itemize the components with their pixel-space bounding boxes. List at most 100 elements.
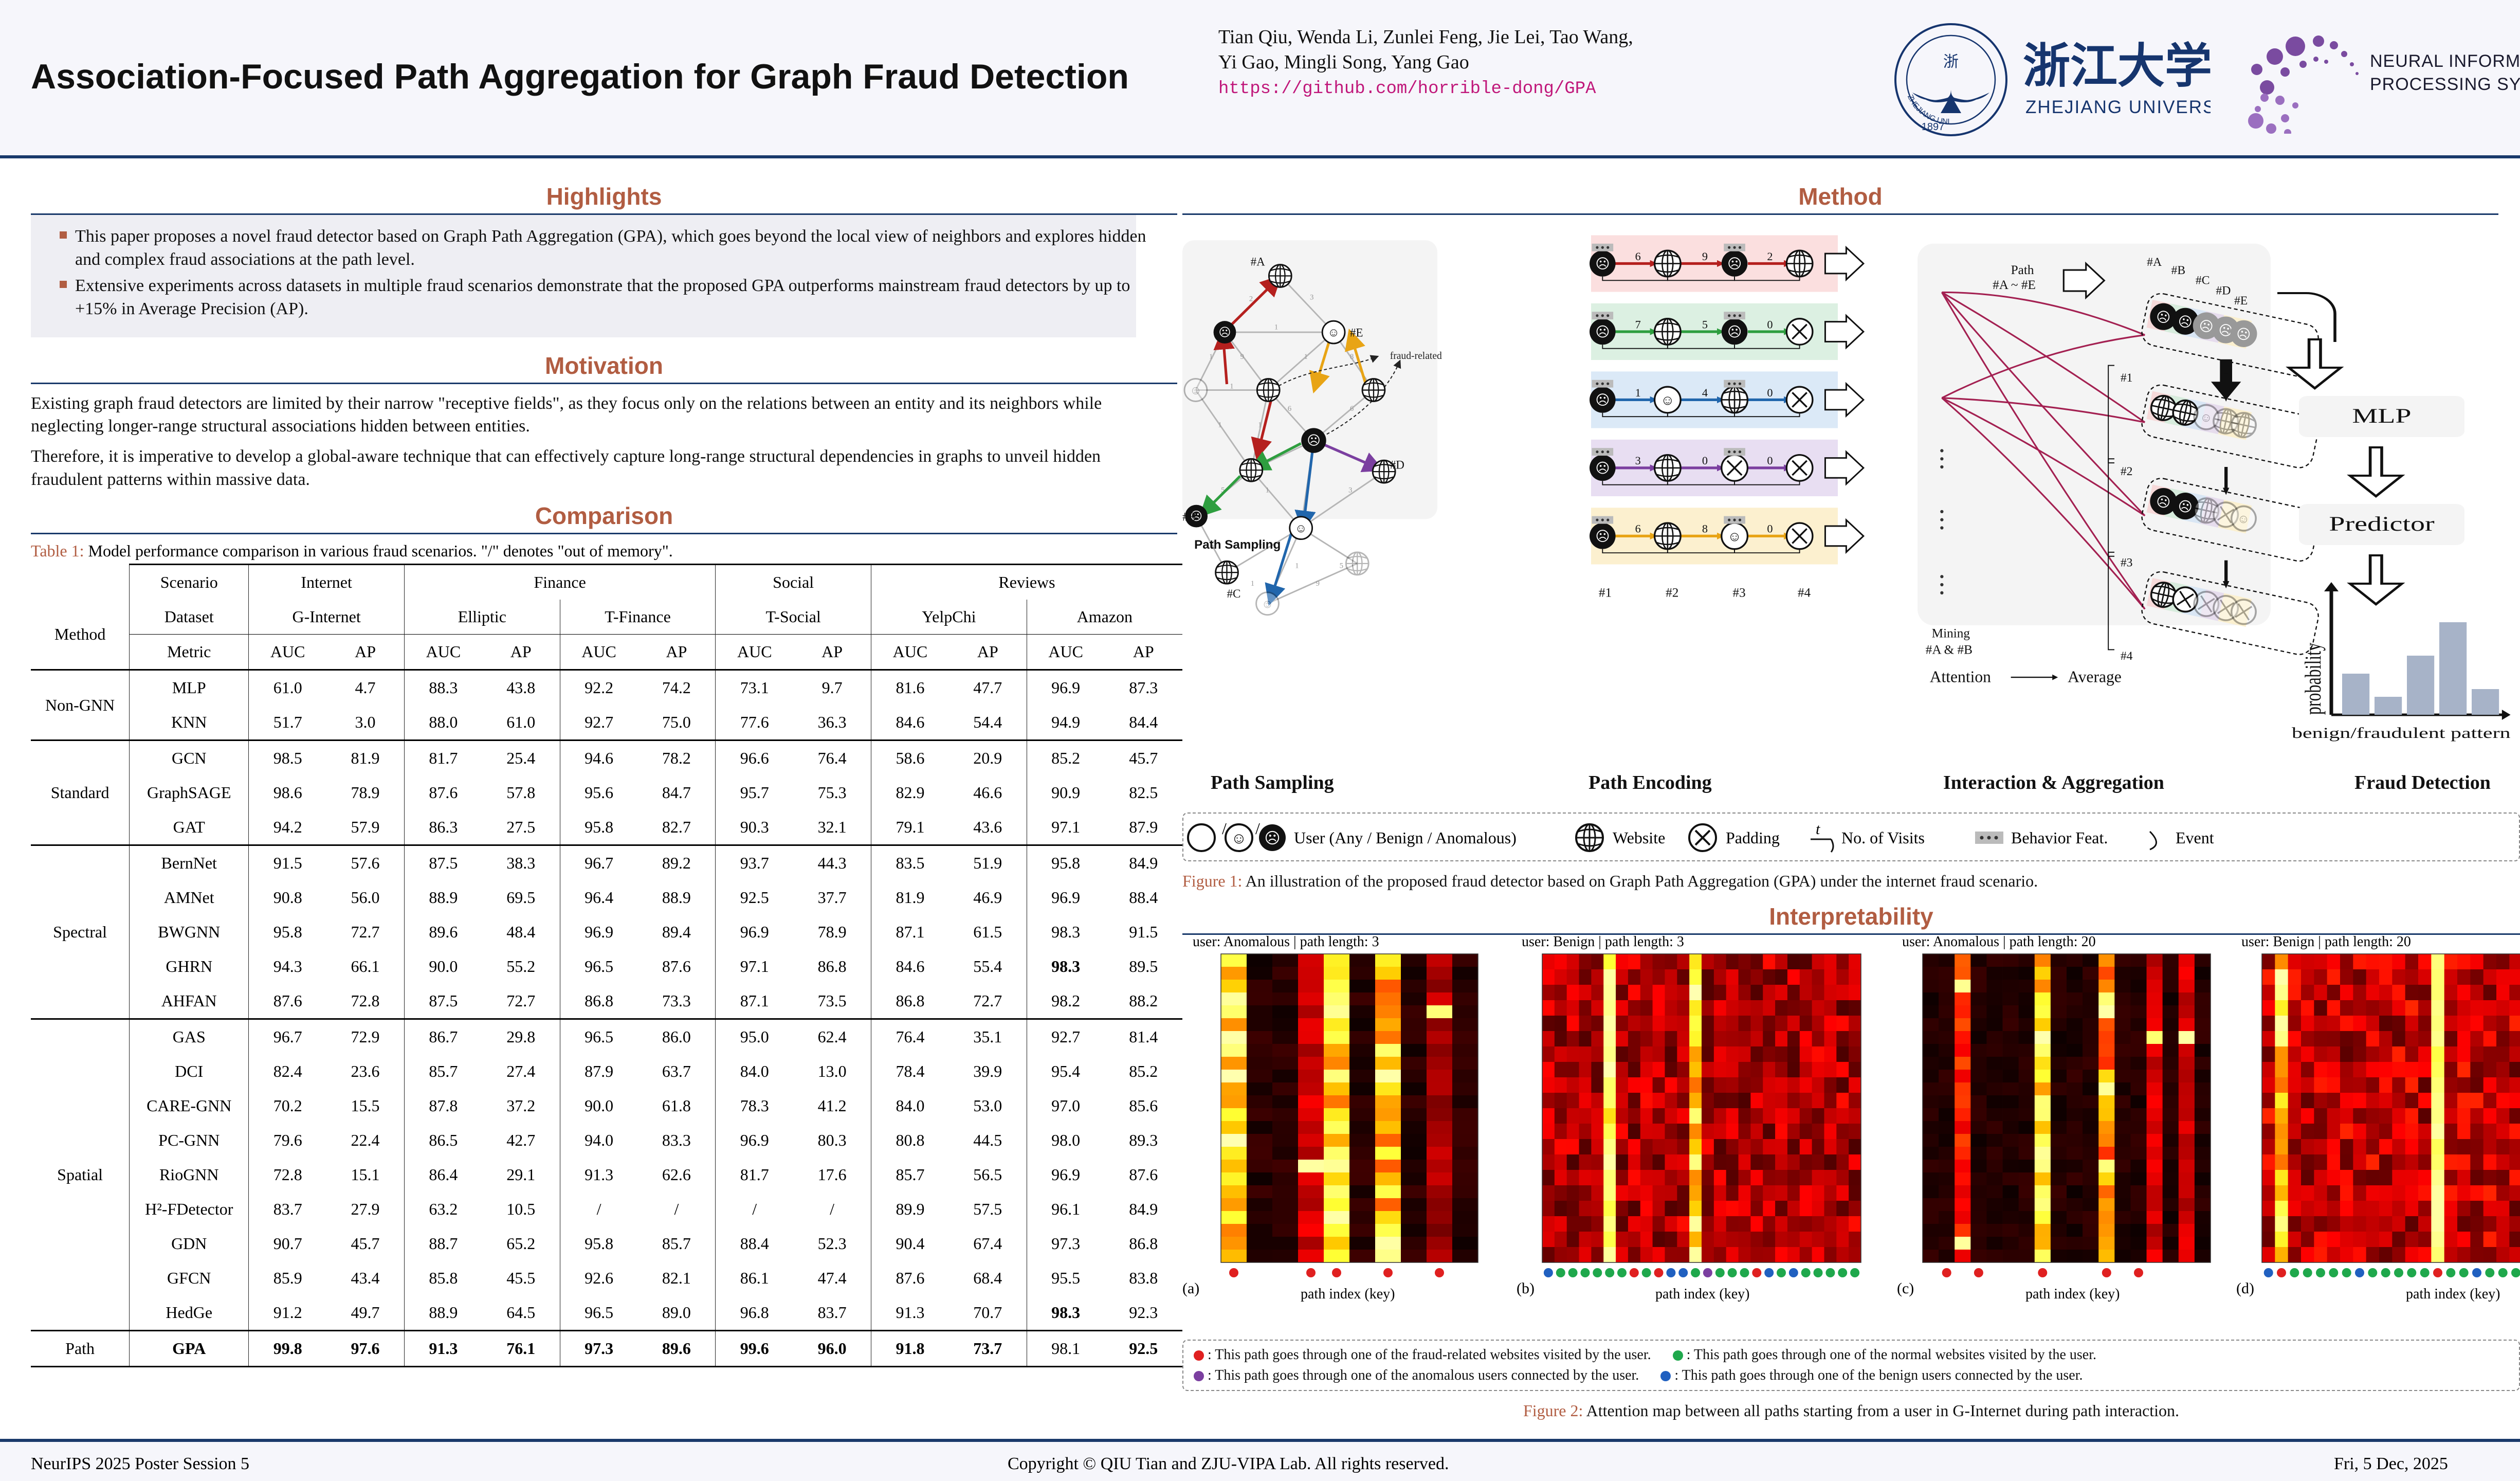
svg-text:1: 1 — [1258, 421, 1262, 429]
svg-text:6: 6 — [1635, 522, 1641, 535]
svg-text:#2: #2 — [1666, 586, 1678, 600]
svg-text:1: 1 — [1230, 383, 1234, 391]
svg-text:1: 1 — [1274, 323, 1279, 331]
svg-text:#E: #E — [1350, 326, 1363, 339]
svg-text:user: Anomalous | path length:: user: Anomalous | path length: 20 — [1902, 934, 2096, 950]
svg-text:No. of Visits: No. of Visits — [1841, 828, 1925, 847]
svg-text:#4: #4 — [1798, 586, 1811, 600]
svg-text:path index (key): path index (key) — [2406, 1286, 2500, 1302]
svg-text:Website: Website — [1613, 828, 1665, 847]
svg-text:1: 1 — [1304, 353, 1308, 361]
svg-text:#3: #3 — [2121, 556, 2133, 570]
svg-text:☺: ☺ — [1727, 529, 1741, 544]
svg-text:1: 1 — [1635, 386, 1641, 399]
svg-text:NEURAL INFORMATION: NEURAL INFORMATION — [2370, 51, 2520, 71]
svg-text:☹: ☹ — [1595, 256, 1610, 272]
svg-text:benign/fraudulent pattern: benign/fraudulent pattern — [2292, 724, 2511, 742]
svg-text:path index (key): path index (key) — [1301, 1286, 1395, 1302]
svg-text:3: 3 — [1635, 454, 1641, 467]
svg-text:3: 3 — [1310, 294, 1314, 302]
svg-text:☺: ☺ — [1262, 597, 1274, 610]
svg-text:PROCESSING SYSTEMS: PROCESSING SYSTEMS — [2370, 75, 2520, 94]
svg-text:Predictor: Predictor — [2329, 513, 2434, 535]
svg-text:1: 1 — [1251, 580, 1255, 588]
svg-text:#A & #B: #A & #B — [1926, 642, 1973, 657]
svg-text:浙江大学: 浙江大学 — [2023, 40, 2211, 93]
svg-text:#D: #D — [1390, 458, 1404, 471]
svg-text:1: 1 — [1295, 562, 1299, 570]
svg-text:fraud-related: fraud-related — [1390, 351, 1442, 362]
svg-text:1: 1 — [1209, 353, 1213, 361]
svg-text:☹: ☹ — [1218, 326, 1231, 339]
svg-text:9: 9 — [1702, 250, 1708, 263]
svg-text:Padding: Padding — [1726, 828, 1780, 847]
svg-text:t: t — [1816, 821, 1820, 838]
svg-text:#3: #3 — [1732, 586, 1745, 600]
svg-text:Average: Average — [2068, 668, 2122, 686]
svg-text:2: 2 — [1767, 250, 1773, 263]
svg-text:#E: #E — [2234, 294, 2248, 308]
svg-text:6: 6 — [1288, 405, 1292, 413]
svg-text:☹: ☹ — [1727, 324, 1742, 340]
svg-text:0: 0 — [1767, 522, 1773, 535]
svg-text:(b): (b) — [1517, 1280, 1535, 1297]
svg-text:0: 0 — [1702, 454, 1708, 467]
svg-text:3: 3 — [1348, 486, 1353, 494]
svg-text:5: 5 — [1340, 562, 1344, 570]
svg-text:#A ~ #E: #A ~ #E — [1993, 278, 2036, 292]
svg-text:☹: ☹ — [1727, 256, 1742, 272]
svg-text:☺: ☺ — [1231, 830, 1247, 847]
svg-text:Mining: Mining — [1932, 626, 1970, 641]
svg-text:(a): (a) — [1182, 1280, 1199, 1297]
svg-text:#C: #C — [2196, 274, 2210, 287]
svg-text:8: 8 — [1350, 353, 1354, 361]
svg-text:0: 0 — [1767, 454, 1773, 467]
svg-text:user: Benign | path length: 3: user: Benign | path length: 3 — [1522, 934, 1684, 950]
svg-text:☹: ☹ — [1595, 324, 1610, 340]
svg-text:☹: ☹ — [1264, 830, 1280, 847]
svg-text:#B: #B — [1182, 510, 1196, 523]
svg-text:path index (key): path index (key) — [1655, 1286, 1750, 1302]
svg-text:Behavior Feat.: Behavior Feat. — [2011, 828, 2108, 847]
svg-text:7: 7 — [1635, 318, 1641, 331]
svg-text:☺: ☺ — [1660, 392, 1674, 408]
svg-text:2: 2 — [1249, 295, 1253, 303]
svg-text:6: 6 — [1635, 250, 1641, 263]
svg-text:☹: ☹ — [1595, 461, 1610, 476]
svg-text:#A: #A — [2147, 256, 2162, 269]
svg-text:☺: ☺ — [1295, 521, 1307, 535]
svg-text:probability: probability — [2300, 642, 2326, 715]
svg-text:Path: Path — [2011, 263, 2034, 277]
svg-text:1: 1 — [1265, 486, 1269, 494]
svg-text:4: 4 — [1702, 386, 1708, 399]
svg-text:Attention: Attention — [1930, 668, 1991, 686]
svg-text:MLP: MLP — [2352, 405, 2411, 427]
svg-text:☹: ☹ — [1595, 529, 1610, 544]
svg-text:Path Sampling: Path Sampling — [1194, 538, 1281, 552]
svg-text:#C: #C — [1227, 587, 1241, 600]
svg-text:5: 5 — [1702, 318, 1708, 331]
svg-text:浙: 浙 — [1943, 53, 1959, 70]
svg-text:#1: #1 — [2121, 371, 2133, 385]
svg-text:path index (key): path index (key) — [2025, 1286, 2120, 1302]
svg-text:8: 8 — [1702, 522, 1708, 535]
svg-text:Event: Event — [2176, 828, 2214, 847]
svg-text:#B: #B — [2171, 264, 2186, 277]
svg-text:(c): (c) — [1897, 1280, 1914, 1297]
svg-text:User (Any / Benign / Anomalous: User (Any / Benign / Anomalous) — [1294, 828, 1517, 847]
svg-text:9: 9 — [1316, 580, 1320, 588]
svg-text:ZHEJIANG UNIVERSITY: ZHEJIANG UNIVERSITY — [2025, 97, 2211, 117]
svg-text:0: 0 — [1767, 386, 1773, 399]
svg-text:☺: ☺ — [1190, 384, 1202, 397]
svg-text:☹: ☹ — [1595, 392, 1610, 408]
svg-text:1: 1 — [1218, 421, 1222, 429]
svg-text:☺: ☺ — [1327, 326, 1340, 339]
svg-text:6: 6 — [1350, 405, 1354, 413]
svg-text:0: 0 — [1767, 318, 1773, 331]
svg-text:9: 9 — [1240, 353, 1244, 361]
svg-text:#D: #D — [2216, 284, 2231, 297]
svg-text:(d): (d) — [2236, 1280, 2254, 1297]
svg-text:#2: #2 — [2121, 465, 2133, 478]
svg-text:#A: #A — [1251, 255, 1266, 268]
svg-text:☹: ☹ — [1307, 434, 1320, 448]
